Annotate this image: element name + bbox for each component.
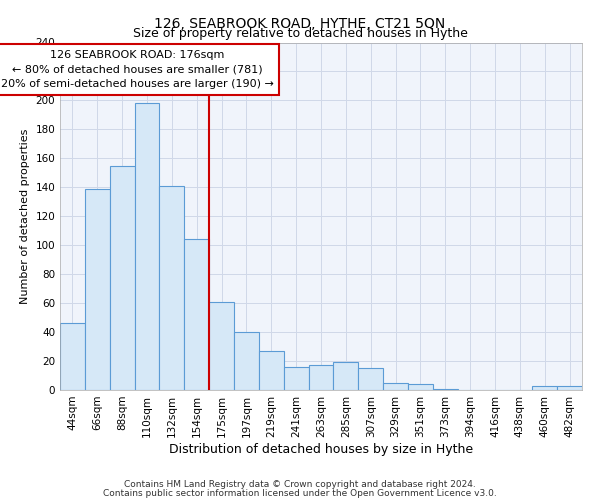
Bar bbox=[184, 240, 209, 390]
Bar bbox=[532, 386, 557, 390]
Bar bbox=[134, 104, 160, 390]
Bar bbox=[209, 302, 234, 390]
Text: Contains public sector information licensed under the Open Government Licence v3: Contains public sector information licen… bbox=[103, 488, 497, 498]
Text: Contains HM Land Registry data © Crown copyright and database right 2024.: Contains HM Land Registry data © Crown c… bbox=[124, 480, 476, 489]
Bar bbox=[160, 186, 184, 390]
Bar bbox=[60, 324, 85, 390]
Bar bbox=[433, 388, 458, 390]
Text: 126, SEABROOK ROAD, HYTHE, CT21 5QN: 126, SEABROOK ROAD, HYTHE, CT21 5QN bbox=[154, 18, 446, 32]
Bar bbox=[284, 367, 308, 390]
Text: 126 SEABROOK ROAD: 176sqm
← 80% of detached houses are smaller (781)
20% of semi: 126 SEABROOK ROAD: 176sqm ← 80% of detac… bbox=[1, 50, 274, 90]
Y-axis label: Number of detached properties: Number of detached properties bbox=[20, 128, 30, 304]
Bar bbox=[259, 351, 284, 390]
Bar bbox=[308, 366, 334, 390]
Bar bbox=[234, 332, 259, 390]
Bar bbox=[383, 383, 408, 390]
Text: Size of property relative to detached houses in Hythe: Size of property relative to detached ho… bbox=[133, 28, 467, 40]
Bar bbox=[85, 188, 110, 390]
X-axis label: Distribution of detached houses by size in Hythe: Distribution of detached houses by size … bbox=[169, 442, 473, 456]
Bar bbox=[110, 166, 134, 390]
Bar bbox=[557, 386, 582, 390]
Bar bbox=[358, 368, 383, 390]
Bar bbox=[334, 362, 358, 390]
Bar bbox=[408, 384, 433, 390]
